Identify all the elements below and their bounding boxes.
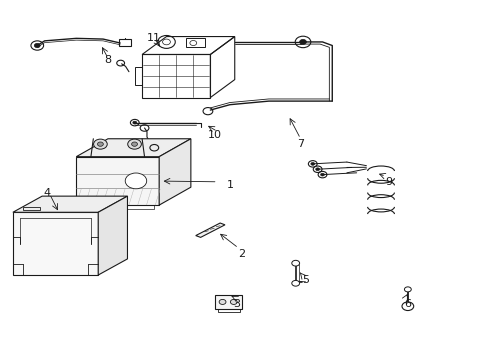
Text: 8: 8 (104, 55, 111, 65)
Text: 6: 6 (404, 299, 410, 309)
Circle shape (131, 142, 137, 146)
Bar (81, 205, 154, 209)
Circle shape (133, 121, 137, 124)
Circle shape (97, 142, 103, 146)
Circle shape (310, 162, 314, 165)
Text: 10: 10 (208, 130, 222, 140)
Polygon shape (76, 157, 159, 205)
Polygon shape (159, 139, 190, 205)
Circle shape (291, 280, 299, 286)
Circle shape (127, 139, 141, 149)
Circle shape (125, 173, 146, 189)
Text: 9: 9 (384, 177, 391, 187)
Text: 1: 1 (226, 180, 233, 190)
Polygon shape (98, 196, 127, 275)
Text: 4: 4 (43, 188, 50, 198)
Circle shape (315, 168, 319, 171)
Text: 7: 7 (296, 139, 304, 149)
Text: 5: 5 (301, 275, 308, 285)
Polygon shape (13, 196, 127, 212)
Text: 11: 11 (147, 33, 161, 43)
Circle shape (299, 40, 306, 44)
Bar (185, 39, 205, 47)
Circle shape (320, 173, 324, 176)
Circle shape (401, 302, 413, 311)
Circle shape (219, 300, 225, 305)
Bar (215, 295, 242, 309)
Circle shape (404, 287, 410, 292)
Circle shape (291, 260, 299, 266)
Polygon shape (76, 139, 190, 157)
Text: 3: 3 (233, 299, 240, 309)
Circle shape (230, 300, 237, 305)
Circle shape (93, 139, 107, 149)
Polygon shape (13, 212, 98, 275)
Polygon shape (195, 223, 224, 237)
Text: 2: 2 (238, 248, 245, 258)
Circle shape (34, 43, 40, 48)
